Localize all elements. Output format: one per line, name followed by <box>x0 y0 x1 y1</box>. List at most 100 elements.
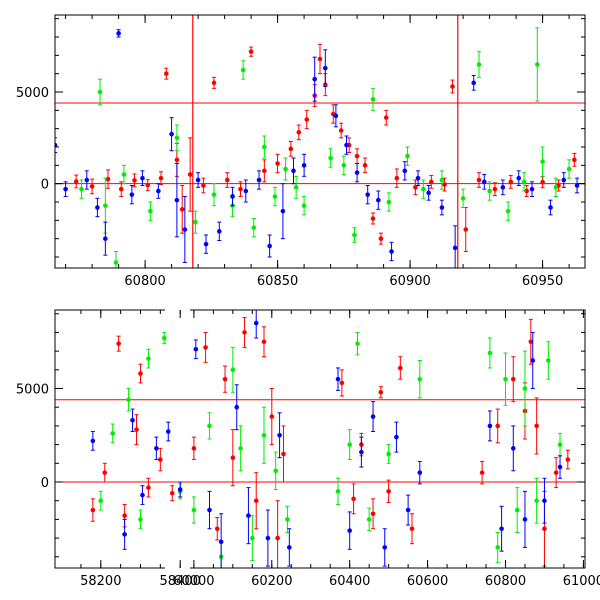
data-point <box>492 186 498 192</box>
data-point <box>97 89 103 95</box>
data-point <box>452 245 458 251</box>
data-point <box>203 345 208 350</box>
data-point <box>79 186 84 192</box>
data-point <box>505 208 511 214</box>
data-point <box>273 468 278 474</box>
x-tick-label: 58200 <box>80 574 121 589</box>
data-point <box>442 182 447 187</box>
data-point <box>548 205 553 210</box>
data-point <box>158 457 163 462</box>
data-point <box>355 341 360 346</box>
data-point <box>370 216 376 221</box>
data-point <box>182 227 188 232</box>
data-point <box>335 489 341 494</box>
data-point <box>122 513 127 518</box>
data-point <box>514 507 520 513</box>
data-point <box>195 177 201 183</box>
series-blue <box>55 29 580 268</box>
data-point <box>338 128 344 133</box>
data-point <box>529 186 535 192</box>
data-point <box>291 168 296 174</box>
data-point <box>366 517 372 522</box>
data-point <box>262 144 267 150</box>
data-point <box>347 442 352 447</box>
data-point <box>146 356 151 361</box>
data-point <box>140 492 145 498</box>
data-point <box>230 194 235 199</box>
data-point <box>191 507 197 513</box>
data-point <box>261 339 267 345</box>
data-point <box>439 177 445 183</box>
data-point <box>98 498 104 503</box>
data-point <box>546 358 551 363</box>
data-point <box>405 507 411 513</box>
data-point <box>333 113 339 119</box>
data-point <box>283 166 288 172</box>
data-point <box>378 236 384 241</box>
data-point <box>105 176 111 182</box>
data-point <box>359 449 364 455</box>
data-point <box>534 498 539 503</box>
data-point <box>126 397 131 403</box>
data-point <box>535 62 540 67</box>
data-point <box>409 526 415 532</box>
data-point <box>383 115 389 120</box>
data-point <box>557 442 563 447</box>
data-point <box>250 535 255 541</box>
data-point <box>222 376 228 382</box>
data-point <box>174 157 180 163</box>
x-tick-label: 60800 <box>124 274 165 289</box>
x-tick-label: 60200 <box>251 574 292 589</box>
data-point <box>389 249 394 254</box>
data-point <box>301 203 307 208</box>
x-tick-label: 60950 <box>522 274 563 289</box>
data-point <box>102 470 108 475</box>
data-point <box>499 526 504 532</box>
data-point <box>516 175 522 181</box>
data-point <box>565 457 571 462</box>
data-point <box>234 404 240 410</box>
data-point <box>90 438 96 444</box>
data-point <box>122 532 127 537</box>
data-point <box>479 470 485 475</box>
series-blue <box>90 310 563 568</box>
data-point <box>103 203 108 208</box>
y-tick-label: 0 <box>41 476 49 491</box>
data-point <box>354 153 360 159</box>
data-point <box>269 414 275 419</box>
data-point <box>272 194 278 199</box>
data-point <box>495 423 501 429</box>
data-point <box>174 135 180 141</box>
data-point <box>116 341 121 346</box>
data-point <box>248 49 254 54</box>
plot-frame <box>54 309 586 569</box>
data-point <box>158 175 164 181</box>
data-point <box>394 434 399 440</box>
data-point <box>370 414 376 419</box>
data-point <box>169 131 174 137</box>
data-point <box>386 451 391 457</box>
data-point <box>439 205 445 210</box>
data-point <box>386 489 391 494</box>
data-point <box>382 545 388 550</box>
data-point <box>561 177 567 183</box>
data-point <box>463 227 469 232</box>
data-point <box>344 142 349 148</box>
data-point <box>370 97 376 102</box>
data-point <box>118 186 124 192</box>
data-point <box>238 446 243 451</box>
data-point <box>347 528 352 533</box>
data-point <box>540 179 545 185</box>
data-point <box>230 455 236 460</box>
data-point <box>267 243 272 249</box>
data-point <box>138 517 143 522</box>
data-point <box>553 185 559 190</box>
data-point <box>476 62 482 67</box>
data-point <box>534 423 539 429</box>
data-point <box>524 188 529 194</box>
data-point <box>148 208 153 214</box>
data-point <box>89 184 95 189</box>
x-tick-label: 60000 <box>173 574 214 589</box>
